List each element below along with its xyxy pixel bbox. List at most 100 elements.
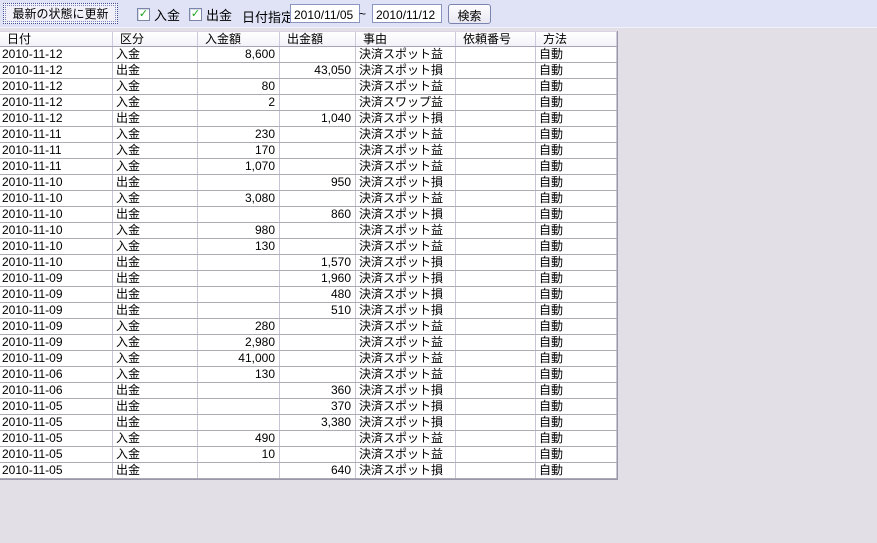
cell-category: 出金 bbox=[113, 287, 198, 302]
table-row[interactable]: 2010-11-09 出金 510 決済スポット損 自動 bbox=[0, 303, 617, 319]
cell-category: 入金 bbox=[113, 447, 198, 462]
cell-date: 2010-11-12 bbox=[0, 111, 113, 126]
table-row[interactable]: 2010-11-05 出金 3,380 決済スポット損 自動 bbox=[0, 415, 617, 431]
cell-request-number bbox=[456, 447, 536, 462]
table-row[interactable]: 2010-11-06 出金 360 決済スポット損 自動 bbox=[0, 383, 617, 399]
cell-deposit-amount: 230 bbox=[198, 127, 280, 142]
cell-withdraw-amount bbox=[280, 159, 356, 174]
cell-request-number bbox=[456, 287, 536, 302]
table-row[interactable]: 2010-11-12 入金 8,600 決済スポット益 自動 bbox=[0, 47, 617, 63]
table-row[interactable]: 2010-11-09 入金 280 決済スポット益 自動 bbox=[0, 319, 617, 335]
table-row[interactable]: 2010-11-10 出金 860 決済スポット損 自動 bbox=[0, 207, 617, 223]
table-row[interactable]: 2010-11-12 入金 2 決済スワップ益 自動 bbox=[0, 95, 617, 111]
cell-date: 2010-11-09 bbox=[0, 351, 113, 366]
table-row[interactable]: 2010-11-10 出金 1,570 決済スポット損 自動 bbox=[0, 255, 617, 271]
column-header-request-number[interactable]: 依頼番号 bbox=[456, 32, 536, 46]
cell-deposit-amount bbox=[198, 463, 280, 478]
column-header-withdraw-amount[interactable]: 出金額 bbox=[280, 32, 356, 46]
cell-method: 自動 bbox=[536, 383, 617, 398]
cell-deposit-amount: 170 bbox=[198, 143, 280, 158]
cell-deposit-amount bbox=[198, 175, 280, 190]
refresh-button-label: 最新の状態に更新 bbox=[5, 5, 116, 22]
cell-date: 2010-11-10 bbox=[0, 207, 113, 222]
cell-withdraw-amount: 1,040 bbox=[280, 111, 356, 126]
column-header-method[interactable]: 方法 bbox=[536, 32, 617, 46]
table-row[interactable]: 2010-11-12 入金 80 決済スポット益 自動 bbox=[0, 79, 617, 95]
cell-reason: 決済スポット損 bbox=[356, 463, 456, 478]
table-row[interactable]: 2010-11-10 入金 130 決済スポット益 自動 bbox=[0, 239, 617, 255]
cell-request-number bbox=[456, 415, 536, 430]
table-row[interactable]: 2010-11-10 出金 950 決済スポット損 自動 bbox=[0, 175, 617, 191]
cell-deposit-amount: 980 bbox=[198, 223, 280, 238]
cell-deposit-amount: 490 bbox=[198, 431, 280, 446]
cell-withdraw-amount: 860 bbox=[280, 207, 356, 222]
cell-request-number bbox=[456, 335, 536, 350]
cell-deposit-amount: 3,080 bbox=[198, 191, 280, 206]
cell-category: 出金 bbox=[113, 63, 198, 78]
table-row[interactable]: 2010-11-06 入金 130 決済スポット益 自動 bbox=[0, 367, 617, 383]
table-row[interactable]: 2010-11-05 出金 640 決済スポット損 自動 bbox=[0, 463, 617, 479]
cell-category: 出金 bbox=[113, 383, 198, 398]
table-row[interactable]: 2010-11-05 出金 370 決済スポット損 自動 bbox=[0, 399, 617, 415]
column-header-reason[interactable]: 事由 bbox=[356, 32, 456, 46]
table-row[interactable]: 2010-11-10 入金 3,080 決済スポット益 自動 bbox=[0, 191, 617, 207]
cell-date: 2010-11-09 bbox=[0, 319, 113, 334]
cell-withdraw-amount bbox=[280, 127, 356, 142]
table-row[interactable]: 2010-11-09 出金 480 決済スポット損 自動 bbox=[0, 287, 617, 303]
cell-reason: 決済スワップ益 bbox=[356, 95, 456, 110]
table-row[interactable]: 2010-11-12 出金 43,050 決済スポット損 自動 bbox=[0, 63, 617, 79]
table-row[interactable]: 2010-11-05 入金 10 決済スポット益 自動 bbox=[0, 447, 617, 463]
cell-deposit-amount bbox=[198, 303, 280, 318]
table-row[interactable]: 2010-11-11 入金 230 決済スポット益 自動 bbox=[0, 127, 617, 143]
cell-reason: 決済スポット益 bbox=[356, 127, 456, 142]
cell-reason: 決済スポット益 bbox=[356, 319, 456, 334]
cell-category: 出金 bbox=[113, 303, 198, 318]
date-from-input[interactable] bbox=[290, 4, 360, 23]
cell-date: 2010-11-06 bbox=[0, 383, 113, 398]
cell-date: 2010-11-09 bbox=[0, 287, 113, 302]
table-row[interactable]: 2010-11-11 入金 1,070 決済スポット益 自動 bbox=[0, 159, 617, 175]
cell-request-number bbox=[456, 383, 536, 398]
cell-method: 自動 bbox=[536, 367, 617, 382]
cell-deposit-amount: 8,600 bbox=[198, 47, 280, 62]
withdrawal-checkbox-label: 出金 bbox=[206, 8, 233, 23]
table-row[interactable]: 2010-11-09 出金 1,960 決済スポット損 自動 bbox=[0, 271, 617, 287]
cell-request-number bbox=[456, 63, 536, 78]
column-header-date[interactable]: 日付 bbox=[0, 32, 113, 46]
table-row[interactable]: 2010-11-05 入金 490 決済スポット益 自動 bbox=[0, 431, 617, 447]
cell-method: 自動 bbox=[536, 335, 617, 350]
column-header-category[interactable]: 区分 bbox=[113, 32, 198, 46]
cell-reason: 決済スポット益 bbox=[356, 47, 456, 62]
cell-category: 出金 bbox=[113, 415, 198, 430]
table-row[interactable]: 2010-11-09 入金 41,000 決済スポット益 自動 bbox=[0, 351, 617, 367]
table-row[interactable]: 2010-11-09 入金 2,980 決済スポット益 自動 bbox=[0, 335, 617, 351]
cell-method: 自動 bbox=[536, 255, 617, 270]
cell-reason: 決済スポット益 bbox=[356, 143, 456, 158]
cell-method: 自動 bbox=[536, 175, 617, 190]
cell-method: 自動 bbox=[536, 47, 617, 62]
table-row[interactable]: 2010-11-10 入金 980 決済スポット益 自動 bbox=[0, 223, 617, 239]
date-to-input[interactable] bbox=[372, 4, 442, 23]
cell-request-number bbox=[456, 431, 536, 446]
deposit-checkbox[interactable]: ✓ bbox=[137, 8, 150, 21]
cell-deposit-amount bbox=[198, 255, 280, 270]
cell-request-number bbox=[456, 207, 536, 222]
cell-reason: 決済スポット益 bbox=[356, 191, 456, 206]
cell-reason: 決済スポット益 bbox=[356, 79, 456, 94]
cell-category: 出金 bbox=[113, 111, 198, 126]
refresh-button[interactable]: 最新の状態に更新 bbox=[3, 3, 118, 24]
table-row[interactable]: 2010-11-12 出金 1,040 決済スポット損 自動 bbox=[0, 111, 617, 127]
withdrawal-filter: ✓ 出金 bbox=[189, 5, 232, 24]
cell-reason: 決済スポット損 bbox=[356, 207, 456, 222]
cell-reason: 決済スポット益 bbox=[356, 223, 456, 238]
search-button[interactable]: 検索 bbox=[448, 4, 491, 24]
cell-date: 2010-11-10 bbox=[0, 175, 113, 190]
cell-withdraw-amount: 360 bbox=[280, 383, 356, 398]
cell-date: 2010-11-05 bbox=[0, 431, 113, 446]
cell-deposit-amount: 2,980 bbox=[198, 335, 280, 350]
column-header-deposit-amount[interactable]: 入金額 bbox=[198, 32, 280, 46]
cell-method: 自動 bbox=[536, 79, 617, 94]
table-row[interactable]: 2010-11-11 入金 170 決済スポット益 自動 bbox=[0, 143, 617, 159]
cell-date: 2010-11-05 bbox=[0, 463, 113, 478]
withdrawal-checkbox[interactable]: ✓ bbox=[189, 8, 202, 21]
